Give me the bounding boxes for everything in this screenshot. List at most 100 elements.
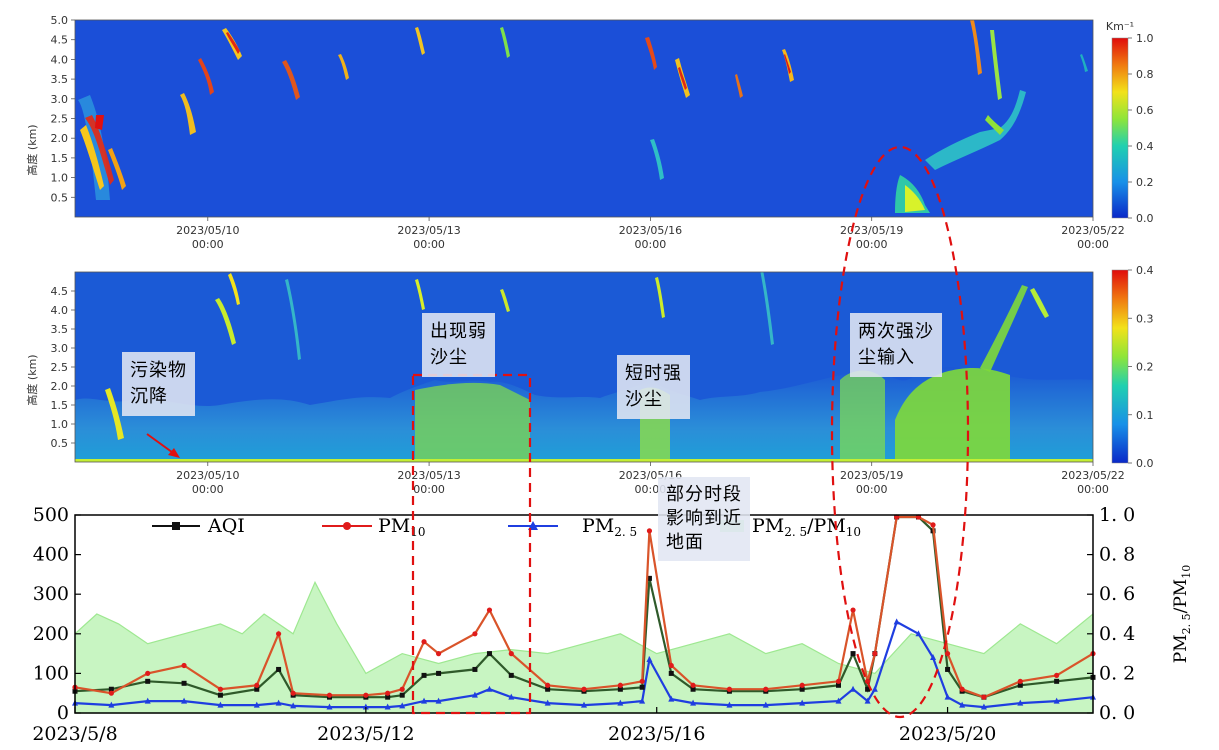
colorbar-mid-tick-label: 0.4 bbox=[1136, 264, 1154, 277]
aqi-point bbox=[508, 672, 514, 678]
x-tick-label: 2023/5/16 bbox=[608, 723, 705, 745]
pm25-point bbox=[915, 630, 922, 637]
colorbar-top bbox=[1111, 37, 1129, 219]
pm25-point bbox=[1017, 699, 1024, 706]
p2-ytick-label: 3.0 bbox=[51, 342, 69, 355]
heatmap-mid-ylabel: 高度 (km) bbox=[25, 354, 39, 405]
heatmap-top-xticks: 2023/05/1000:002023/05/1300:002023/05/16… bbox=[176, 217, 1125, 251]
aqi-point bbox=[108, 686, 114, 692]
pm25-point bbox=[217, 701, 224, 708]
p1-ytick-label: 3.5 bbox=[51, 73, 69, 86]
aqi-point bbox=[385, 694, 391, 700]
pm10-point bbox=[944, 651, 951, 657]
pm10-point bbox=[421, 639, 427, 645]
x-tick-label: 2023/5/12 bbox=[317, 723, 414, 745]
pm10-point bbox=[930, 522, 936, 528]
p2-xtick-date: 2023/05/10 bbox=[176, 469, 239, 482]
annotation-partial-ground: 部分时段 影响到近 地面 bbox=[658, 477, 750, 561]
p1-xtick-time: 00:00 bbox=[192, 238, 224, 251]
colorbar-top-tick-label: 0.6 bbox=[1136, 104, 1154, 117]
p1-xtick-time: 00:00 bbox=[856, 238, 888, 251]
p2-ytick-label: 2.0 bbox=[51, 380, 69, 393]
pm25-point bbox=[944, 693, 951, 700]
pm10-point bbox=[872, 651, 878, 657]
heatmap-top-ylabel: 高度 (km) bbox=[25, 124, 39, 175]
heatmap-top-background bbox=[75, 20, 1093, 217]
aqi-point bbox=[617, 686, 623, 692]
pm10-point bbox=[435, 651, 442, 657]
pm10-point bbox=[145, 670, 151, 677]
y2-tick-label: 1. 0 bbox=[1099, 504, 1135, 526]
pm10-point bbox=[864, 678, 871, 684]
pm10-point bbox=[254, 682, 260, 688]
pm10-point bbox=[639, 678, 645, 684]
series-line-PM10 bbox=[74, 515, 1094, 699]
legend-pm10-label: PM10 bbox=[378, 515, 426, 539]
heatmap-panel-top: 高度 (km) 0.5 1.0 1.5 2.0 2.5 3.0 3.5 4.0 4.5 5.0 2… bbox=[25, 14, 1154, 251]
strong-dust-highlight-ellipse bbox=[830, 145, 970, 719]
aqi-point bbox=[145, 678, 151, 684]
pm10-point bbox=[1017, 678, 1023, 684]
y2-tick-label: 0. 4 bbox=[1099, 623, 1135, 645]
pm10-point bbox=[617, 682, 623, 688]
y2-axis-label: PM2. 5/PM10 bbox=[1171, 565, 1193, 663]
aqi-point bbox=[668, 670, 674, 676]
pm25-point bbox=[668, 695, 675, 702]
aqi-point bbox=[181, 680, 187, 686]
colorbar-mid-tick-label: 0.0 bbox=[1136, 457, 1154, 470]
p2-ytick-label: 4.5 bbox=[51, 285, 69, 298]
p1-ytick-label: 1.5 bbox=[51, 152, 69, 165]
p2-xtick-date: 2023/05/22 bbox=[1061, 469, 1124, 482]
p1-xtick-time: 00:00 bbox=[413, 238, 445, 251]
pm25-point bbox=[486, 685, 493, 692]
aqi-point bbox=[850, 651, 856, 657]
legend-ratio-label: PM2. 5/PM10 bbox=[752, 515, 861, 539]
pm10-point bbox=[276, 631, 282, 637]
p1-xtick-date: 2023/05/16 bbox=[619, 224, 682, 237]
colorbar-mid-tick-label: 0.1 bbox=[1136, 409, 1154, 422]
annotation-weak-dust: 出现弱 沙尘 bbox=[422, 313, 495, 377]
annotation-two-strong-dust: 两次强沙 尘输入 bbox=[850, 313, 942, 377]
series-line-AQI bbox=[74, 515, 1094, 699]
pm10-point bbox=[668, 662, 674, 669]
pm10-point bbox=[581, 686, 587, 692]
y2-tick-label: 0. 8 bbox=[1099, 544, 1135, 566]
legend-pm25-marker bbox=[528, 521, 538, 530]
colorbar-mid-tick-label: 0.2 bbox=[1136, 361, 1154, 374]
p1-ytick-label: 0.5 bbox=[51, 191, 69, 204]
pm10-point bbox=[799, 682, 805, 688]
aqi-point bbox=[690, 686, 696, 692]
aqi-point bbox=[865, 686, 871, 692]
line-chart-xticks: 2023/5/8 2023/5/12 2023/5/16 2023/5/20 bbox=[32, 707, 996, 745]
colorbar-mid-ticks: 0.0 0.1 0.2 0.3 0.4 bbox=[1128, 264, 1154, 470]
y-tick-label: 100 bbox=[33, 662, 69, 684]
pm25-point bbox=[253, 701, 260, 708]
aqi-point bbox=[945, 666, 951, 672]
p2-xtick-time: 00:00 bbox=[192, 483, 224, 496]
pm25-point bbox=[181, 697, 188, 704]
pm25-point bbox=[471, 691, 478, 698]
aqi-point bbox=[646, 575, 652, 581]
pm10-point bbox=[486, 607, 493, 613]
pm25-point bbox=[726, 701, 733, 708]
y-tick-label: 0 bbox=[57, 702, 69, 724]
heatmap-mid-yticks: 0.5 1.0 1.5 2.0 2.5 3.0 3.5 4.0 4.5 bbox=[51, 285, 75, 450]
pm10-point bbox=[1054, 672, 1060, 678]
line-chart-frame bbox=[74, 514, 1094, 714]
pm10-point bbox=[181, 662, 187, 669]
pm25-point bbox=[893, 618, 900, 625]
y2-tick-label: 0. 2 bbox=[1099, 662, 1135, 684]
pm25-point bbox=[108, 701, 115, 708]
p1-ytick-label: 4.0 bbox=[51, 53, 69, 66]
p2-ytick-label: 0.5 bbox=[51, 437, 69, 450]
heatmap-mid-xticks: 2023/05/1000:002023/05/1300:002023/05/16… bbox=[176, 462, 1125, 496]
pm25-point bbox=[930, 654, 937, 661]
aqi-point bbox=[472, 666, 478, 672]
aqi-point bbox=[545, 686, 551, 692]
pm10-point bbox=[472, 631, 478, 637]
pm25-point bbox=[275, 699, 282, 706]
heatmap-mid-features bbox=[75, 272, 1093, 462]
pm25-point bbox=[581, 701, 587, 708]
pm10-point bbox=[646, 528, 653, 534]
